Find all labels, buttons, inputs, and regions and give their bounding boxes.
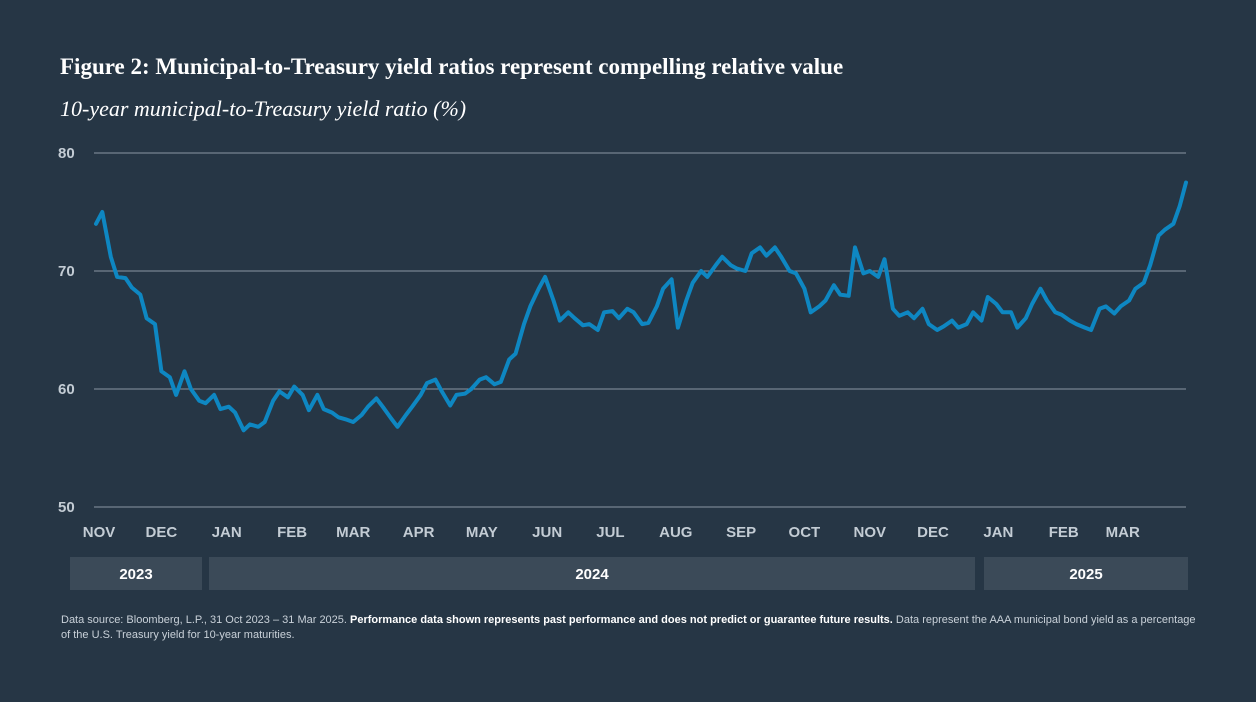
year-band-2025 [984,557,1188,590]
year-band-2024 [209,557,975,590]
x-tick-label: NOV [853,524,886,541]
y-axis-tick-labels: 50 60 70 80 [58,145,75,516]
x-tick-label: DEC [146,524,178,541]
footnote-note: Data represent the AAA municipal bond yi… [61,614,1196,641]
y-tick-label: 80 [58,145,75,162]
y-tick-label: 60 [58,381,75,398]
y-tick-label: 70 [58,263,75,280]
line-chart: 50 60 70 80 NOV DEC JAN FEB MAR APR MAY JUN JUL AUG S… [58,145,1188,590]
year-label: 2025 [1069,566,1102,583]
x-tick-label: AUG [659,524,692,541]
x-tick-label: JAN [212,524,242,541]
x-tick-label: FEB [277,524,307,541]
x-tick-label: MAY [466,524,498,541]
footnote: Data source: Bloomberg, L.P., 31 Oct 202… [61,613,1201,643]
series-lines [94,180,1188,433]
footnote-source: Data source: Bloomberg, L.P., 31 Oct 202… [61,614,347,626]
figure-title: Figure 2: Municipal-to-Treasury yield ra… [60,54,844,79]
x-tick-label: OCT [789,524,821,541]
footnote-disclaimer: Performance data shown represents past p… [350,614,893,626]
year-bands: 2023 2024 2025 [70,557,1188,590]
x-tick-label: JUL [596,524,624,541]
x-axis-month-labels: NOV DEC JAN FEB MAR APR MAY JUN JUL AUG SEP OCT NOV D… [83,524,1140,541]
x-tick-label: DEC [917,524,949,541]
year-label: 2024 [575,566,609,583]
x-tick-label: SEP [726,524,756,541]
x-tick-label: MAR [336,524,370,541]
series-line-0 [94,180,1188,433]
y-tick-label: 50 [58,499,75,516]
x-tick-label: APR [403,524,435,541]
x-tick-label: JUN [532,524,562,541]
x-tick-label: MAR [1106,524,1140,541]
x-tick-label: JAN [983,524,1013,541]
x-tick-label: FEB [1049,524,1079,541]
x-tick-label: NOV [83,524,116,541]
grid-lines [94,152,1186,508]
year-label: 2023 [119,566,152,583]
chart-subtitle: 10-year municipal-to-Treasury yield rati… [60,96,467,121]
year-band-2023 [70,557,202,590]
